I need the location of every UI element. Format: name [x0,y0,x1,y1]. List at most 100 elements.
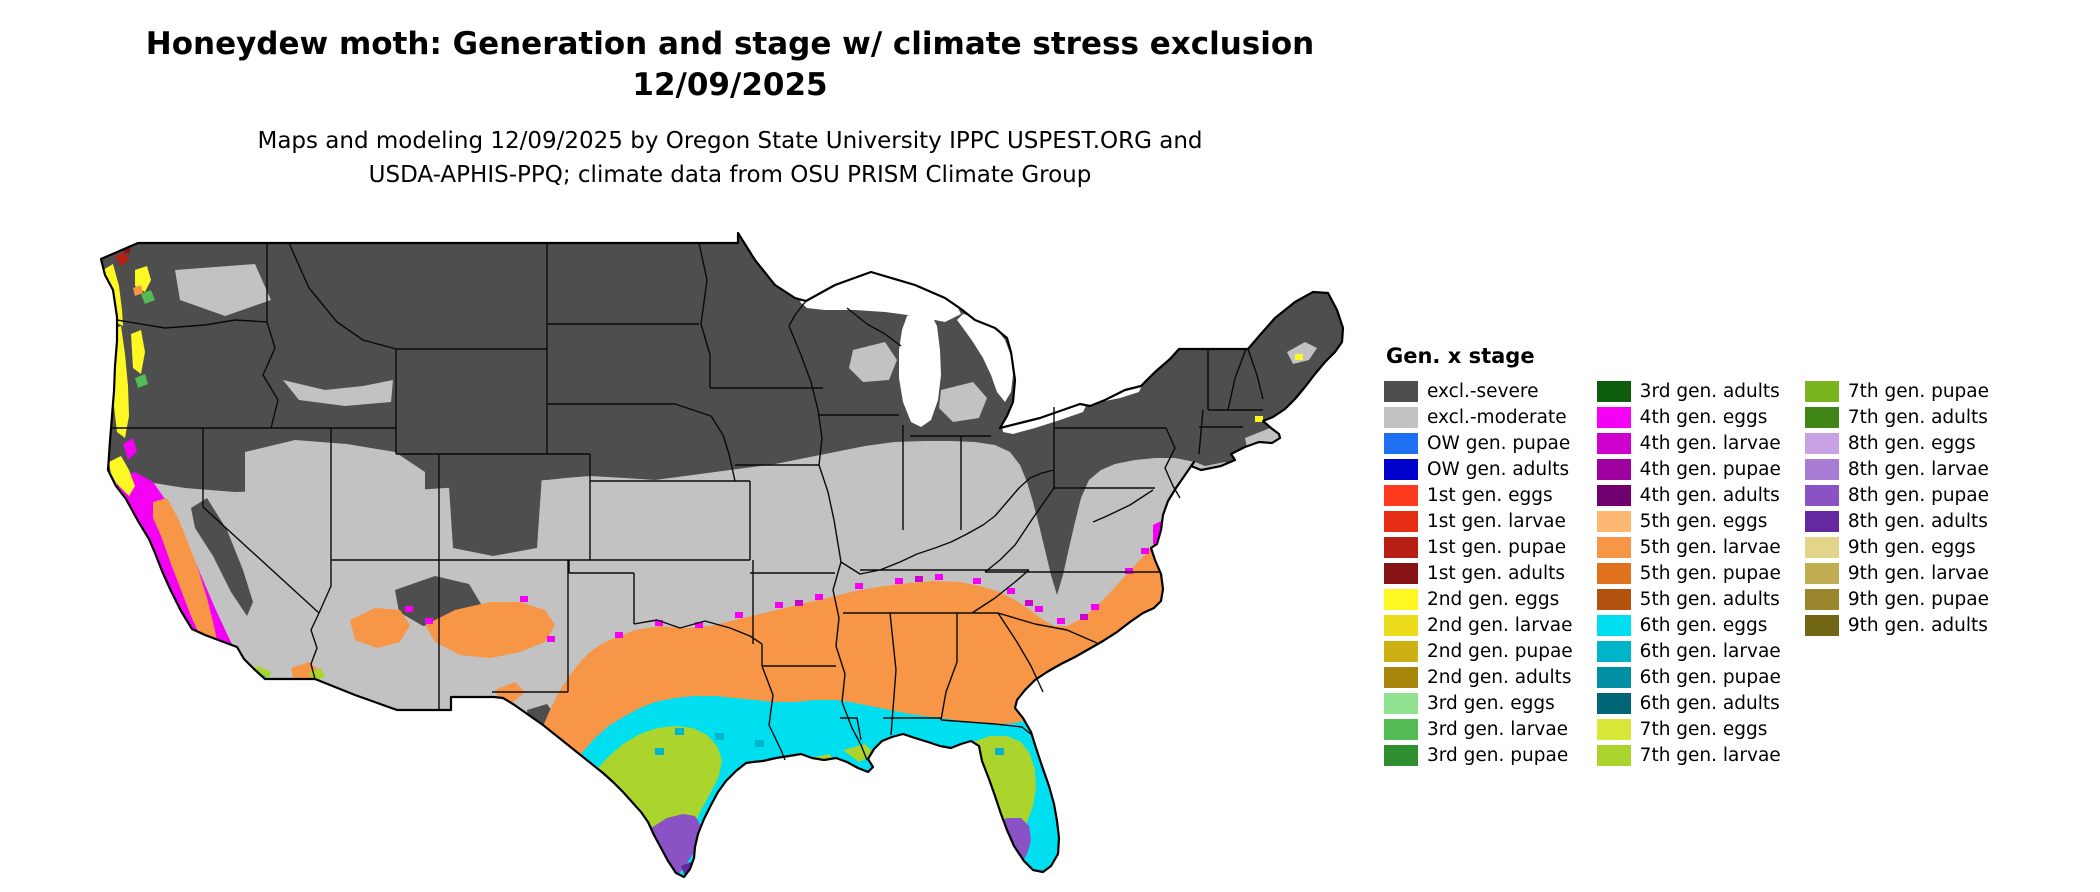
legend-label: 1st gen. pupae [1427,536,1567,558]
legend-label: 4th gen. eggs [1639,406,1768,428]
legend-swatch-g4_eggs [1596,406,1631,428]
legend-item: 4th gen. larvae [1596,430,1781,456]
legend-item: 3rd gen. larvae [1384,716,1573,742]
legend-item: 8th gen. eggs [1804,430,1989,456]
region-gen9-florida-keys [1015,878,1029,886]
legend-swatch-g2_pupae [1384,640,1418,662]
region-gen4-delmarva [1153,518,1175,554]
lake-michigan [899,310,941,427]
legend-item: 4th gen. eggs [1596,404,1781,430]
legend-item: 1st gen. adults [1384,560,1573,586]
legend-label: 6th gen. larvae [1639,640,1781,662]
legend-label: 2nd gen. adults [1427,666,1572,688]
region-moderate-wisconsin [849,342,897,382]
legend-swatch-g9_eggs [1804,536,1839,558]
legend-swatch-g8_larvae [1804,458,1839,480]
legend-swatch-g3_larvae [1384,718,1418,740]
legend-item: 3rd gen. eggs [1384,690,1573,716]
map-date: 12/09/2025 [632,67,828,103]
legend-label: 3rd gen. larvae [1427,718,1569,740]
legend-item: 7th gen. eggs [1596,716,1781,742]
legend-column: excl.-severe excl.-moderate OW gen. pupae O… [1384,378,1573,768]
legend-item: 9th gen. adults [1804,612,1989,638]
legend-item: 6th gen. larvae [1596,638,1781,664]
legend-label: 5th gen. larvae [1639,536,1781,558]
legend-item: 7th gen. adults [1804,404,1989,430]
legend-item: 6th gen. eggs [1596,612,1781,638]
legend-label: excl.-severe [1427,380,1539,402]
legend-label: 3rd gen. eggs [1427,692,1555,714]
legend-swatch-g6_eggs [1596,614,1631,636]
legend-label: excl.-moderate [1427,406,1567,428]
lake-ontario [1091,382,1143,402]
gen2-egg-specks [1255,354,1303,422]
legend-swatch-g9_adults [1804,614,1839,636]
legend-swatch-ow_pupae [1384,432,1418,454]
region-gen5-new-mexico [425,602,555,658]
region-gen5-new-jersey-speck [1181,478,1195,492]
title-block: Honeydew moth: Generation and stage w/ c… [100,24,1360,106]
legend-label: 9th gen. adults [1847,614,1988,636]
legend-label: 2nd gen. eggs [1427,588,1560,610]
legend-label: 1st gen. adults [1427,562,1565,584]
lake-huron [957,314,1013,402]
legend-label: 9th gen. eggs [1847,536,1976,558]
legend-item: 7th gen. larvae [1596,742,1781,768]
legend-label: 4th gen. pupae [1639,458,1781,480]
legend-item: 5th gen. eggs [1596,508,1781,534]
legend-swatch-ow_adults [1384,458,1418,480]
attribution-line-2: USDA-APHIS-PPQ; climate data from OSU PR… [368,162,1092,188]
legend-column: 3rd gen. adults 4th gen. eggs 4th gen. lar… [1596,378,1781,768]
region-moderate-snake-plain [283,380,393,406]
legend-item: OW gen. adults [1384,456,1573,482]
legend-swatch-g6_larvae [1596,640,1631,662]
legend-label: 2nd gen. larvae [1427,614,1573,636]
legend-item: 8th gen. larvae [1804,456,1989,482]
region-moderate-great-basin [245,440,425,572]
legend-label: 8th gen. larvae [1847,458,1989,480]
legend-swatch-g2_larvae [1384,614,1418,636]
legend-item: excl.-severe [1384,378,1573,404]
legend-label: 8th gen. eggs [1847,432,1976,454]
legend-label: 7th gen. pupae [1847,380,1990,402]
lake-erie [1002,404,1087,434]
legend-label: OW gen. pupae [1427,432,1571,454]
legend-item: 2nd gen. larvae [1384,612,1573,638]
legend-swatch-g9_pupae [1804,588,1839,610]
region-moderate-michigan [939,382,987,422]
great-lakes [800,268,1143,434]
region-gen3-puget-speck [141,290,155,304]
legend-swatch-g2_adults [1384,666,1418,688]
legend-label: 6th gen. eggs [1639,614,1768,636]
legend-swatch-g8_eggs [1804,432,1839,454]
legend-item: 6th gen. adults [1596,690,1781,716]
legend-swatch-g6_adults [1596,692,1631,714]
legend-item: 9th gen. pupae [1804,586,1989,612]
legend-item: 3rd gen. adults [1596,378,1781,404]
legend-item: 8th gen. adults [1804,508,1989,534]
region-moderate-columbia-basin [175,264,271,316]
legend-swatch-g8_adults [1804,510,1839,532]
legend-swatch-g1_larvae [1384,510,1418,532]
legend-swatch-excl_severe [1384,380,1418,402]
legend-swatch-g1_adults [1384,562,1418,584]
legend-swatch-g1_pupae [1384,536,1418,558]
legend-label: 7th gen. eggs [1639,718,1768,740]
legend-label: 2nd gen. pupae [1427,640,1573,662]
legend-swatch-g1_eggs [1384,484,1418,506]
legend-label: 3rd gen. adults [1639,380,1780,402]
region-severe-mountains [147,258,557,728]
legend-item: 4th gen. adults [1596,482,1781,508]
lake-superior [800,268,961,322]
legend-swatch-g5_eggs [1596,510,1631,532]
legend-label: 6th gen. pupae [1639,666,1781,688]
region-gen5-arizona [350,608,410,648]
legend-swatch-g9_larvae [1804,562,1839,584]
gen4-larva-specks [795,576,1088,620]
legend-item: 2nd gen. eggs [1384,586,1573,612]
legend-swatch-g5_pupae [1596,562,1631,584]
state-borders [112,242,1264,761]
legend-item: 6th gen. pupae [1596,664,1781,690]
legend-label: 9th gen. larvae [1847,562,1989,584]
legend-label: 5th gen. pupae [1639,562,1781,584]
